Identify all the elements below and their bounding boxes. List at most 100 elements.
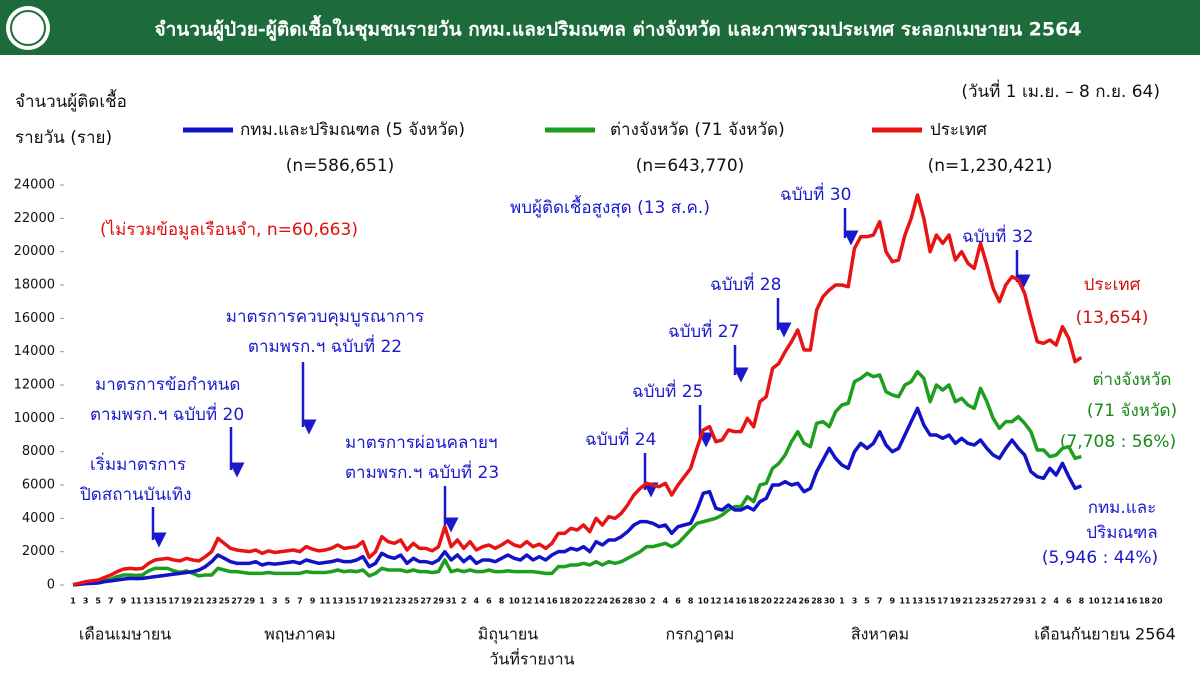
x-tick-label: 5 (95, 597, 101, 606)
series-line (72, 406, 1082, 587)
annotation: ตามพรก.ฯ ฉบับที่ 23 (345, 460, 499, 483)
x-tick-label: 8 (499, 597, 505, 606)
header-title: จำนวนผู้ป่วย-ผู้ติดเชื้อในชุมชนรายวัน กท… (154, 15, 1081, 42)
x-tick-label: 8 (688, 597, 694, 606)
legend-label: กทม.และปริมณฑล (5 จังหวัด) (240, 120, 465, 140)
legend: กทม.และปริมณฑล (5 จังหวัด) (n=586,651) ต่า… (183, 120, 1052, 176)
x-tick-label: 25 (408, 597, 420, 606)
annotation: มาตรการควบคุมบูรณาการ (226, 307, 424, 327)
x-tick-label: 1 (259, 597, 265, 606)
x-tick-label: 16 (1126, 597, 1138, 606)
x-tick-label: 17 (937, 597, 948, 606)
x-tick-label: 5 (864, 597, 870, 606)
x-tick-label: 3 (852, 597, 858, 606)
annotation: ฉบับที่ 30 (780, 182, 851, 205)
x-tick-label: 14 (1114, 597, 1126, 606)
legend-n: (n=586,651) (286, 156, 395, 176)
x-tick-label: 23 (395, 597, 406, 606)
series-line (72, 369, 1082, 587)
annotation: ฉบับที่ 27 (668, 319, 739, 342)
x-tick-label: 25 (219, 597, 231, 606)
x-tick-label: 2 (461, 597, 467, 606)
x-tick-label: 24 (597, 597, 609, 606)
month-label: มิถุนายน (478, 625, 539, 645)
x-tick-label: 21 (383, 597, 395, 606)
end-label: กทม.และ (1088, 498, 1157, 518)
annotation: มาตรการผ่อนคลายฯ (345, 433, 498, 453)
x-tick-label: 3 (83, 597, 89, 606)
legend-n: (n=1,230,421) (928, 156, 1053, 176)
logo (6, 6, 50, 50)
x-tick-label: 10 (698, 597, 710, 606)
y-label: รายวัน (ราย) (15, 128, 112, 148)
x-tick-label: 15 (925, 597, 937, 606)
annotation: ตามพรก.ฯ ฉบับที่ 22 (248, 334, 402, 357)
month-label: พฤษภาคม (264, 625, 336, 644)
x-tick-label: 21 (962, 597, 974, 606)
x-tick-label: 28 (811, 597, 823, 606)
y-tick-label: 10000 (14, 411, 55, 426)
x-tick-label: 22 (773, 597, 784, 606)
x-tick-label: 19 (950, 597, 962, 606)
x-label: วันที่รายงาน (489, 648, 574, 669)
annotation: ฉบับที่ 32 (962, 224, 1033, 247)
x-tick-label: 18 (559, 597, 571, 606)
x-tick-label: 9 (121, 597, 127, 606)
x-tick-label: 27 (1000, 597, 1011, 606)
x-tick-label: 3 (272, 597, 278, 606)
x-tick-label: 17 (357, 597, 368, 606)
x-tick-label: 7 (297, 597, 303, 606)
x-tick-label: 11 (130, 597, 142, 606)
y-tick-label: 2000 (22, 544, 55, 559)
x-tick-label: 12 (521, 597, 532, 606)
x-tick-label: 11 (899, 597, 911, 606)
x-tick-label: 4 (474, 597, 480, 606)
x-tick-label: 31 (1025, 597, 1037, 606)
x-tick-label: 30 (635, 597, 647, 606)
x-tick-label: 18 (1139, 597, 1151, 606)
x-tick-label: 28 (622, 597, 634, 606)
annotation: ตามพรก.ฯ ฉบับที่ 20 (90, 402, 244, 425)
x-tick-label: 20 (1151, 597, 1163, 606)
x-tick-label: 12 (710, 597, 721, 606)
annotation: เริ่มมาตรการ (90, 452, 186, 475)
x-tick-label: 16 (735, 597, 747, 606)
x-tick-label: 25 (988, 597, 1000, 606)
legend-n: (n=643,770) (636, 156, 745, 176)
legend-label: ต่างจังหวัด (71 จังหวัด) (610, 120, 785, 140)
x-tick-label: 14 (534, 597, 546, 606)
x-tick-label: 6 (675, 597, 681, 606)
annotation: ปิดสถานบันเทิง (79, 485, 191, 505)
x-tick-label: 30 (824, 597, 836, 606)
x-tick-label: 6 (486, 597, 492, 606)
x-tick-label: 14 (723, 597, 735, 606)
x-tick-label: 1 (70, 597, 76, 606)
note: (ไม่รวมข้อมูลเรือนจำ, n=60,663) (100, 219, 358, 240)
x-tick-label: 26 (798, 597, 810, 606)
y-label: จำนวนผู้ติดเชื้อ (15, 89, 127, 112)
header-bar (0, 0, 1200, 55)
end-label: (71 จังหวัด) (1087, 401, 1177, 421)
x-tick-label: 7 (877, 597, 883, 606)
x-tick-label: 19 (370, 597, 382, 606)
x-tick-label: 13 (332, 597, 343, 606)
x-tick-label: 13 (912, 597, 923, 606)
x-tick-label: 2 (1041, 597, 1047, 606)
month-label: เดือนกันยายน 2564 (1034, 625, 1176, 644)
end-label: (5,946 : 44%) (1042, 548, 1158, 568)
x-tick-label: 24 (786, 597, 798, 606)
date-range: (วันที่ 1 เม.ย. – 8 ก.ย. 64) (961, 79, 1160, 102)
x-tick-label: 9 (890, 597, 896, 606)
x-tick-label: 21 (193, 597, 205, 606)
y-tick-label: 14000 (14, 344, 55, 359)
x-tick-label: 10 (1088, 597, 1100, 606)
annotation: มาตรการข้อกำหนด (95, 375, 240, 395)
y-tick-label: 24000 (14, 178, 55, 193)
y-tick-label: 22000 (14, 211, 55, 226)
x-tick-label: 10 (509, 597, 521, 606)
end-label: (7,708 : 56%) (1060, 432, 1176, 452)
x-tick-label: 23 (975, 597, 986, 606)
end-label: ต่างจังหวัด (1093, 370, 1172, 390)
x-tick-label: 4 (663, 597, 669, 606)
x-tick-label: 9 (310, 597, 316, 606)
